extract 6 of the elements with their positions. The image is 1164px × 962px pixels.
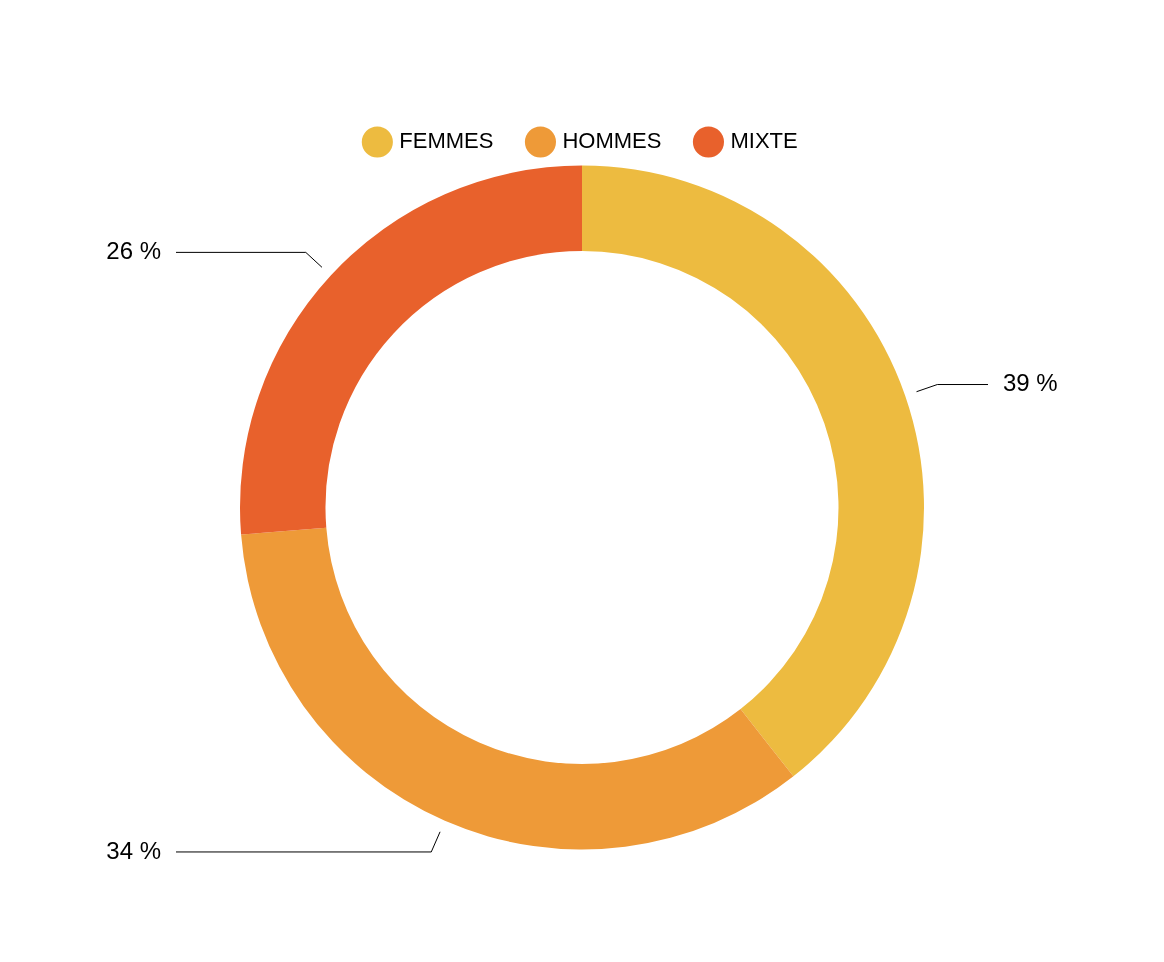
data-label: 39 % xyxy=(1003,369,1058,397)
legend-label: FEMMES xyxy=(399,128,494,154)
data-label: 26 % xyxy=(106,237,161,265)
legend-label: MIXTE xyxy=(730,128,798,154)
legend-label: HOMMES xyxy=(562,128,662,154)
data-label: 34 % xyxy=(106,836,161,864)
